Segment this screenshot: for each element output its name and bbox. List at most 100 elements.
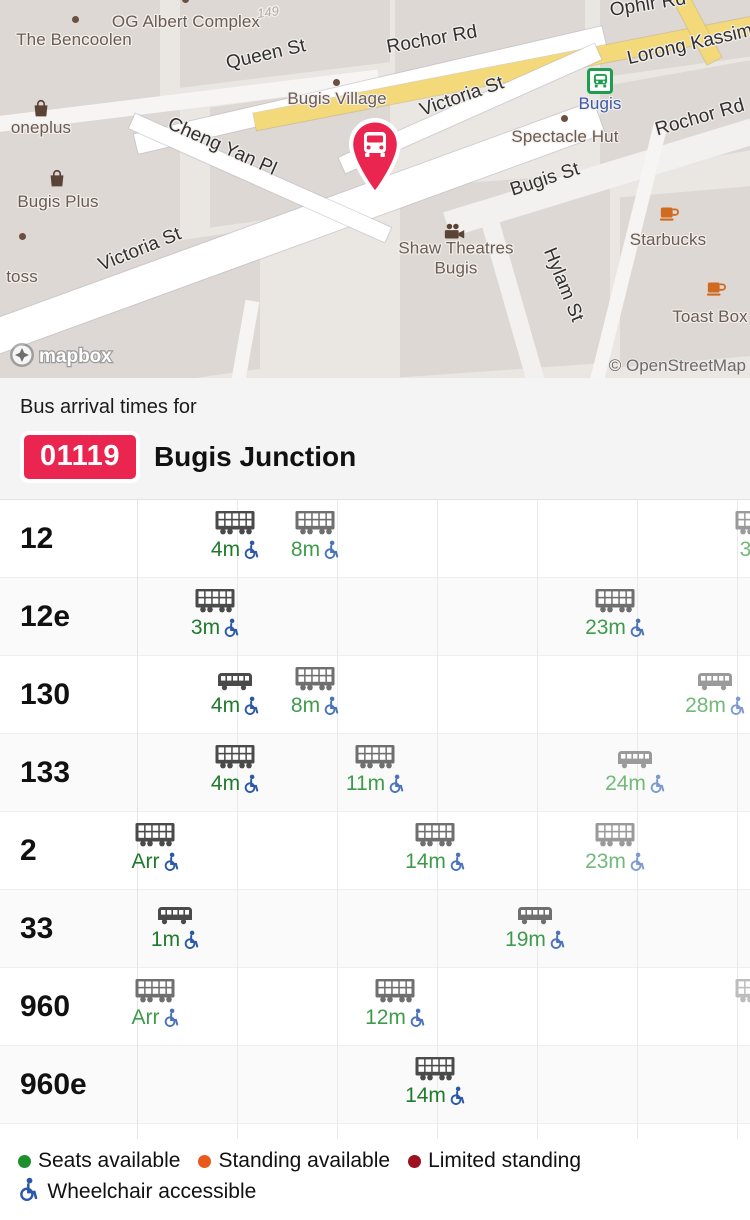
map-view[interactable]: The Bencoolen OG Albert Complex 149 Queen S… <box>0 0 750 378</box>
arrival-marker[interactable]: 14m <box>390 1052 480 1108</box>
arrival-marker[interactable]: 23m <box>570 818 660 874</box>
stop-code-badge: 01119 <box>20 431 140 483</box>
map-poi-dot <box>333 79 340 86</box>
arrival-time: 14m <box>405 1084 446 1107</box>
arrival-marker[interactable]: 19m <box>490 896 580 952</box>
table-row[interactable]: 12e 3m 23m <box>0 578 750 656</box>
arrival-time: 4m <box>210 772 241 795</box>
wheelchair-icon <box>629 852 645 872</box>
arrival-marker[interactable]: 11m <box>330 740 420 796</box>
arrival-label: Arr <box>132 1006 179 1030</box>
wheelchair-icon <box>409 1008 425 1028</box>
arrival-marker[interactable]: 8m <box>270 662 360 718</box>
arrival-marker[interactable]: 4m <box>190 506 280 562</box>
map-poi-dot <box>561 115 568 122</box>
osm-attribution[interactable]: © OpenStreetMap <box>608 356 746 375</box>
arrival-marker[interactable]: Arr <box>110 818 200 874</box>
double-deck-bus-icon <box>414 818 456 848</box>
table-row[interactable]: 130 4m 8m 28m <box>0 656 750 734</box>
arrival-label: 4m <box>211 538 259 562</box>
double-deck-bus-icon <box>135 823 175 847</box>
route-timeline: 14m <box>137 1046 750 1123</box>
double-deck-bus-icon <box>375 979 415 1003</box>
mapbox-logo[interactable]: mapbox <box>8 342 138 368</box>
arrival-marker[interactable] <box>710 974 750 1006</box>
table-row[interactable]: 12 4m 8m 3 <box>0 500 750 578</box>
arrival-label: 24m <box>605 772 665 796</box>
arrival-time: 19m <box>505 928 546 951</box>
shopping-bag-icon <box>46 168 68 190</box>
double-deck-bus-icon <box>734 506 750 536</box>
double-deck-bus-icon <box>194 584 236 614</box>
arrival-marker[interactable]: 1m <box>130 896 220 952</box>
wheelchair-icon <box>243 774 259 794</box>
double-deck-bus-icon <box>134 818 176 848</box>
legend-item: Standing available <box>198 1149 390 1173</box>
arrivals-table: 12 4m 8m 3 12e 3m 23m 130 4m 8m 28m 133 4m 11m 24m 2 Arr… <box>0 500 750 1139</box>
route-timeline: 4m 8m 28m <box>137 656 750 733</box>
arrival-label: 11m <box>346 772 404 796</box>
table-row[interactable]: 33 1m 19m <box>0 890 750 968</box>
double-deck-bus-icon <box>295 511 335 535</box>
arrival-label: 4m <box>211 772 259 796</box>
arrival-marker[interactable]: 24m <box>590 740 680 796</box>
wheelchair-icon <box>323 696 339 716</box>
arrival-label: Arr <box>132 850 179 874</box>
double-deck-bus-icon <box>594 584 636 614</box>
arrival-marker[interactable]: 4m <box>190 740 280 796</box>
double-deck-bus-icon <box>294 506 336 536</box>
wheelchair-icon <box>449 1086 465 1106</box>
single-deck-bus-icon <box>158 907 192 925</box>
route-timeline: 4m 11m 24m <box>137 734 750 811</box>
arrival-time: Arr <box>131 1006 160 1029</box>
wheelchair-icon <box>388 774 404 794</box>
double-deck-bus-icon <box>415 1057 455 1081</box>
route-number: 12 <box>20 521 54 555</box>
double-deck-bus-icon <box>354 740 396 770</box>
wheelchair-icon <box>449 852 465 872</box>
map-poi-dot <box>72 16 79 23</box>
route-timeline: 4m 8m 3 <box>137 500 750 577</box>
table-row[interactable]: 2 Arr 14m 23m <box>0 812 750 890</box>
route-number: 130 <box>20 677 71 711</box>
cinema-icon <box>443 222 467 242</box>
table-row[interactable]: 960 Arr 12m <box>0 968 750 1046</box>
arrival-marker[interactable]: 23m <box>570 584 660 640</box>
wheelchair-icon <box>243 540 259 560</box>
route-timeline: 3m 23m <box>137 578 750 655</box>
arrival-marker[interactable]: 8m <box>270 506 360 562</box>
svg-text:mapbox: mapbox <box>39 346 112 367</box>
table-row[interactable]: 960e 14m <box>0 1046 750 1124</box>
route-timeline: Arr 14m 23m <box>132 812 750 889</box>
single-deck-bus-icon <box>698 673 732 691</box>
coffee-icon <box>658 203 680 223</box>
single-deck-bus-icon <box>696 662 734 692</box>
arrival-marker[interactable]: 3 <box>710 506 750 562</box>
arrival-time: 4m <box>210 694 241 717</box>
arrival-label: 23m <box>585 616 645 640</box>
coffee-icon <box>705 278 727 298</box>
route-number: 33 <box>20 911 54 945</box>
arrival-time: 8m <box>290 538 321 561</box>
table-row[interactable]: 133 4m 11m 24m <box>0 734 750 812</box>
arrival-marker[interactable]: Arr <box>110 974 200 1030</box>
arrival-marker[interactable]: 12m <box>350 974 440 1030</box>
arrival-label: 3m <box>191 616 239 640</box>
legend-status-dot <box>198 1154 212 1168</box>
arrival-marker[interactable]: 3m <box>170 584 260 640</box>
arrival-time: 23m <box>585 850 626 873</box>
mrt-station-icon <box>587 68 613 94</box>
double-deck-bus-icon <box>595 823 635 847</box>
double-deck-bus-icon <box>214 506 256 536</box>
arrival-time: 8m <box>290 694 321 717</box>
bus-stop-marker[interactable] <box>344 116 406 198</box>
wheelchair-icon <box>183 930 199 950</box>
route-number: 960e <box>20 1067 87 1101</box>
legend-status-dot <box>408 1154 422 1168</box>
arrival-marker[interactable]: 4m <box>190 662 280 718</box>
arrival-marker[interactable]: 14m <box>390 818 480 874</box>
arrival-marker[interactable]: 28m <box>670 662 750 718</box>
legend-label: Standing available <box>218 1149 391 1172</box>
arrival-label: 8m <box>291 694 339 718</box>
